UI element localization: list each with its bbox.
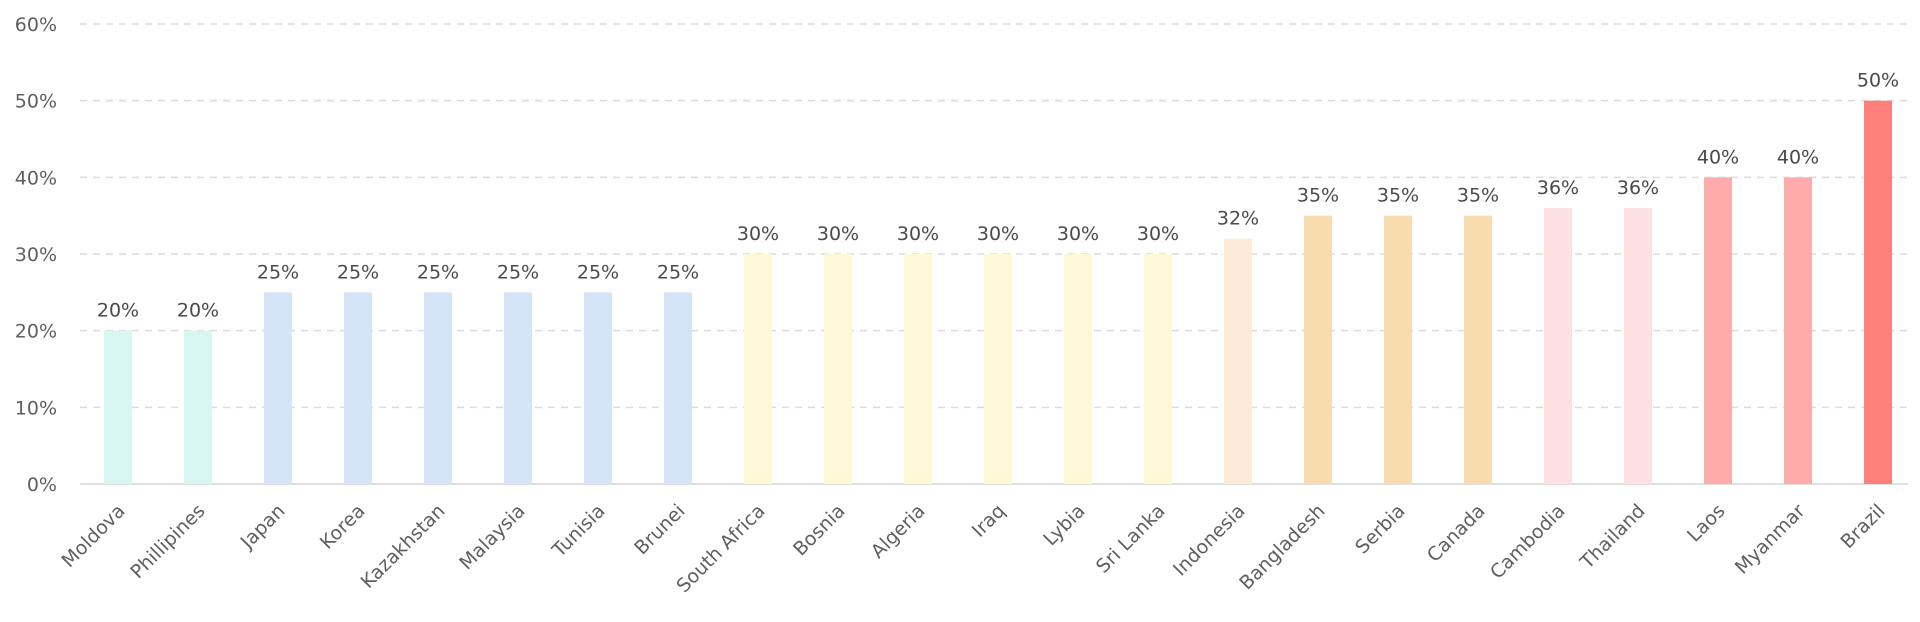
bar-iraq [984, 254, 1012, 484]
value-label: 30% [737, 223, 779, 245]
y-axis-ticks: 0% 10% 20% 30% 40% 50% 60% [15, 14, 57, 496]
bar-myanmar [1784, 177, 1812, 485]
value-labels: 20% 20% 25% 25% 25% 25% 25% 25% 30% 30% 30% 30% 30% 3… [97, 70, 1899, 322]
x-tick-label: Algeria [867, 500, 930, 563]
value-label: 25% [337, 261, 379, 283]
value-label: 35% [1297, 185, 1339, 207]
value-label: 40% [1697, 146, 1739, 168]
value-label: 36% [1537, 177, 1579, 199]
y-tick-label: 20% [15, 321, 57, 343]
value-label: 35% [1377, 185, 1419, 207]
y-tick-label: 50% [15, 91, 57, 113]
bar-indonesia [1224, 238, 1252, 484]
x-tick-label: Malaysia [455, 500, 529, 574]
bar-serbia [1384, 215, 1412, 484]
value-label: 32% [1217, 208, 1259, 230]
bar-south-africa [744, 254, 772, 484]
value-label: 30% [977, 223, 1019, 245]
x-tick-label: Kazakhstan [357, 500, 450, 593]
x-tick-label: Thailand [1576, 500, 1650, 574]
bar-thailand [1624, 208, 1652, 484]
bar-malaysia [504, 292, 532, 484]
bar-canada [1464, 215, 1492, 484]
value-label: 30% [1137, 223, 1179, 245]
x-tick-label: Korea [316, 500, 370, 554]
bar-korea [344, 292, 372, 484]
value-label: 20% [177, 300, 219, 322]
y-tick-label: 60% [15, 14, 57, 36]
value-label: 30% [897, 223, 939, 245]
y-tick-label: 40% [15, 167, 57, 189]
bar-bangladesh [1304, 215, 1332, 484]
bar-cambodia [1544, 208, 1572, 484]
y-tick-label: 0% [27, 474, 57, 496]
bar-japan [264, 292, 292, 484]
x-tick-label: Brazil [1836, 500, 1889, 553]
value-label: 20% [97, 300, 139, 322]
x-tick-label: Laos [1683, 500, 1730, 547]
x-tick-label: Iraq [968, 500, 1010, 542]
x-tick-label: Moldova [57, 500, 129, 572]
x-tick-label: Tunisia [547, 500, 609, 562]
x-tick-label: Canada [1423, 500, 1490, 567]
bar-tunisia [584, 292, 612, 484]
x-tick-label: Myanmar [1731, 500, 1810, 579]
bar-sri-lanka [1144, 254, 1172, 484]
x-tick-label: Phillipines [126, 500, 209, 583]
x-tick-label: Brunei [630, 500, 689, 559]
x-tick-label: Indonesia [1169, 500, 1250, 581]
bar-brazil [1864, 100, 1892, 485]
bar-moldova [104, 330, 132, 484]
bar-brunei [664, 292, 692, 484]
value-label: 35% [1457, 185, 1499, 207]
bar-kazakhstan [424, 292, 452, 484]
x-tick-label: Cambodia [1486, 500, 1570, 584]
value-label: 36% [1617, 177, 1659, 199]
bar-algeria [904, 254, 932, 484]
value-label: 50% [1857, 70, 1899, 92]
value-label: 25% [257, 261, 299, 283]
bar-phillipines [184, 330, 212, 484]
value-label: 25% [577, 261, 619, 283]
bar-bosnia [824, 254, 852, 484]
x-tick-label: Sri Lanka [1092, 500, 1170, 578]
x-tick-label: Bosnia [789, 500, 849, 560]
value-label: 40% [1777, 146, 1819, 168]
bar-laos [1704, 177, 1732, 485]
value-label: 30% [1057, 223, 1099, 245]
x-tick-label: Serbia [1351, 500, 1409, 558]
y-tick-label: 10% [15, 397, 57, 419]
value-label: 25% [657, 261, 699, 283]
x-tick-label: Lybia [1039, 500, 1089, 550]
value-label: 25% [417, 261, 459, 283]
value-label: 25% [497, 261, 539, 283]
bar-lybia [1064, 254, 1092, 484]
value-label: 30% [817, 223, 859, 245]
x-tick-label: Bangladesh [1235, 500, 1329, 594]
bars [104, 100, 1892, 485]
x-tick-label: Japan [236, 500, 290, 554]
y-tick-label: 30% [15, 244, 57, 266]
